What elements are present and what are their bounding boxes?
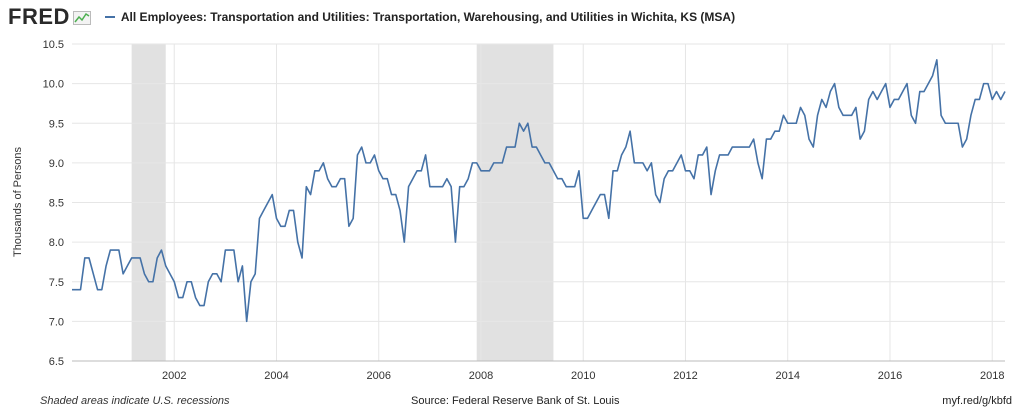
recession-note: Shaded areas indicate U.S. recessions — [40, 395, 230, 407]
y-tick-label: 8.0 — [49, 237, 64, 249]
chart-legend: All Employees: Transportation and Utilit… — [104, 10, 736, 24]
chart-header: FRED All Employees: Transportation and U… — [8, 4, 735, 30]
y-tick-label: 7.0 — [49, 316, 64, 328]
axes: 6.5 7.0 7.5 8.0 8.5 9.0 9.5 10.0 10.5 2002 2004 200… — [43, 39, 1005, 382]
y-tick-label: 7.5 — [49, 277, 64, 289]
x-tick-label: 2016 — [878, 370, 902, 382]
y-tick-label: 6.5 — [49, 356, 64, 368]
x-tick-label: 2012 — [673, 370, 697, 382]
x-tick-label: 2014 — [775, 370, 799, 382]
x-tick-label: 2008 — [469, 370, 493, 382]
y-tick-label: 10.5 — [43, 39, 64, 51]
y-tick-label: 10.0 — [43, 79, 64, 91]
mini-line-chart-icon — [72, 11, 91, 25]
legend-swatch — [104, 16, 115, 18]
legend-series-label: All Employees: Transportation and Utilit… — [120, 10, 736, 24]
y-axis-label: Thousands of Persons — [12, 146, 24, 257]
x-tick-label: 2004 — [264, 370, 288, 382]
x-tick-label: 2006 — [366, 370, 390, 382]
line-chart: 6.5 7.0 7.5 8.0 8.5 9.0 9.5 10.0 10.5 2002 2004 200… — [12, 39, 1006, 382]
x-tick-label: 2002 — [162, 370, 186, 382]
series-layer — [72, 59, 1006, 323]
series-line — [72, 59, 1006, 323]
short-url-link[interactable]: myf.red/g/kbfd — [942, 395, 1012, 407]
y-tick-label: 9.5 — [49, 118, 64, 130]
fred-logo[interactable]: FRED — [8, 4, 70, 29]
source-note: Source: Federal Reserve Bank of St. Loui… — [411, 395, 620, 407]
x-tick-label: 2010 — [571, 370, 595, 382]
x-tick-label: 2018 — [980, 370, 1004, 382]
y-tick-label: 8.5 — [49, 198, 64, 210]
y-tick-label: 9.0 — [49, 158, 64, 170]
gridlines — [72, 43, 1005, 362]
